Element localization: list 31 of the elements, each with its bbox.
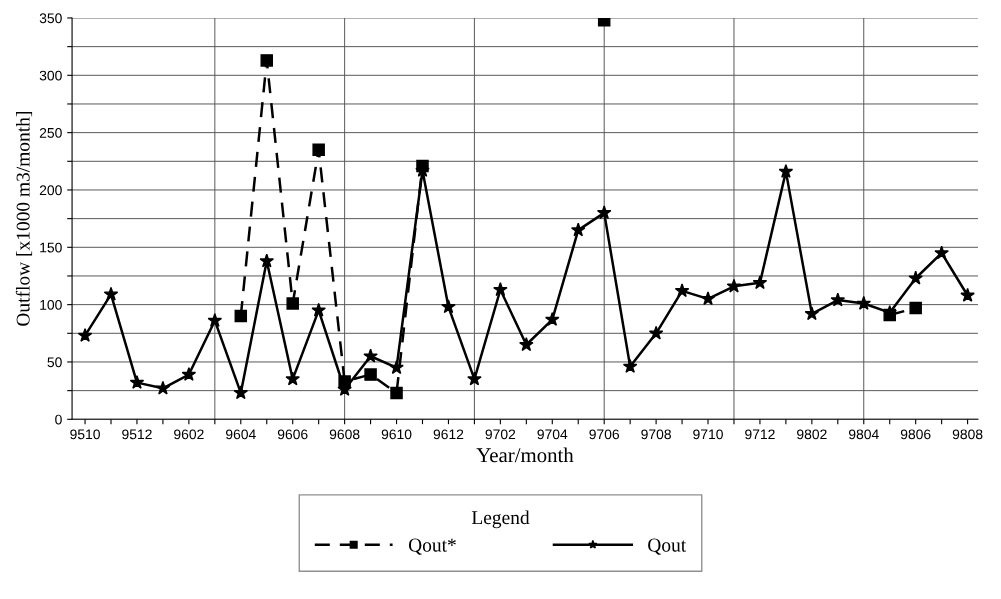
y-tick-label: 100 <box>40 299 62 310</box>
x-tick-label: 9806 <box>900 429 931 440</box>
y-tick-label: 50 <box>47 357 62 368</box>
x-tick-label: 9804 <box>848 429 879 440</box>
x-tick-label: 9602 <box>174 429 204 440</box>
x-tick-label: 9710 <box>693 429 723 440</box>
x-axis-title: Year/month <box>476 447 574 463</box>
y-axis-title: Outflow [x1000 m3/month] <box>15 112 33 326</box>
legend-title: Legend <box>471 510 530 529</box>
y-tick-label: 200 <box>39 185 62 196</box>
y-tick-label: 250 <box>39 127 62 138</box>
y-tick-label: 300 <box>39 70 62 81</box>
x-tick-label: 9510 <box>70 429 100 440</box>
x-tick-label: 9708 <box>641 429 671 440</box>
x-tick-label: 9606 <box>277 429 308 440</box>
x-tick-label: 9704 <box>537 429 568 440</box>
y-tick-label: 0 <box>55 414 62 425</box>
x-tick-label: 9712 <box>745 429 775 440</box>
y-tick-label: 350 <box>39 13 62 24</box>
x-tick-label: 9608 <box>329 429 360 440</box>
x-tick-label: 9512 <box>122 429 152 440</box>
x-tick-label: 9610 <box>381 429 412 440</box>
x-tick-label: 9706 <box>589 429 620 440</box>
y-tick-label: 150 <box>40 242 62 253</box>
x-tick-label: 9612 <box>433 429 464 440</box>
x-tick-label: 9808 <box>952 429 983 440</box>
x-tick-label: 9702 <box>485 429 516 440</box>
x-tick-label: 9802 <box>797 429 827 440</box>
legend-label: Qout <box>648 538 687 555</box>
legend-label: Qout* <box>408 538 456 555</box>
x-tick-label: 9604 <box>226 429 256 440</box>
